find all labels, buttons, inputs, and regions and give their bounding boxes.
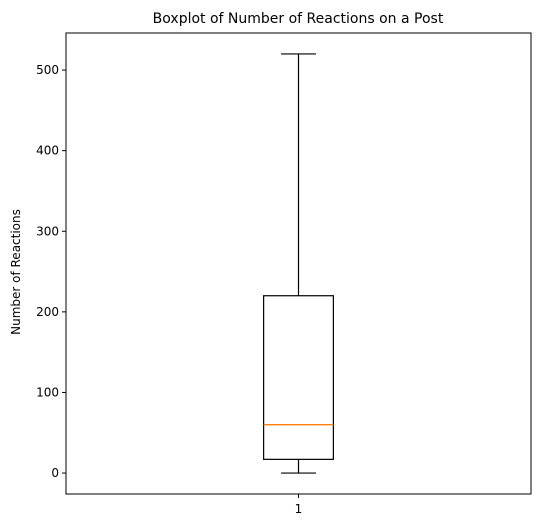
iqr-box (263, 295, 334, 460)
y-axis-label: Number of Reactions (9, 209, 23, 335)
y-tick-label: 200 (36, 305, 59, 319)
y-axis-ticks: 0 100 200 300 400 500 (36, 63, 66, 480)
chart-title: Boxplot of Number of Reactions on a Post (153, 11, 444, 27)
x-axis-ticks: 1 (295, 494, 303, 516)
x-tick-label: 1 (295, 502, 303, 516)
y-tick-label: 0 (51, 466, 59, 480)
y-tick-label: 300 (36, 224, 59, 238)
y-tick-label: 500 (36, 63, 59, 77)
y-tick-label: 100 (36, 385, 59, 399)
y-tick-label: 400 (36, 144, 59, 158)
boxplot-boxes (263, 53, 334, 474)
